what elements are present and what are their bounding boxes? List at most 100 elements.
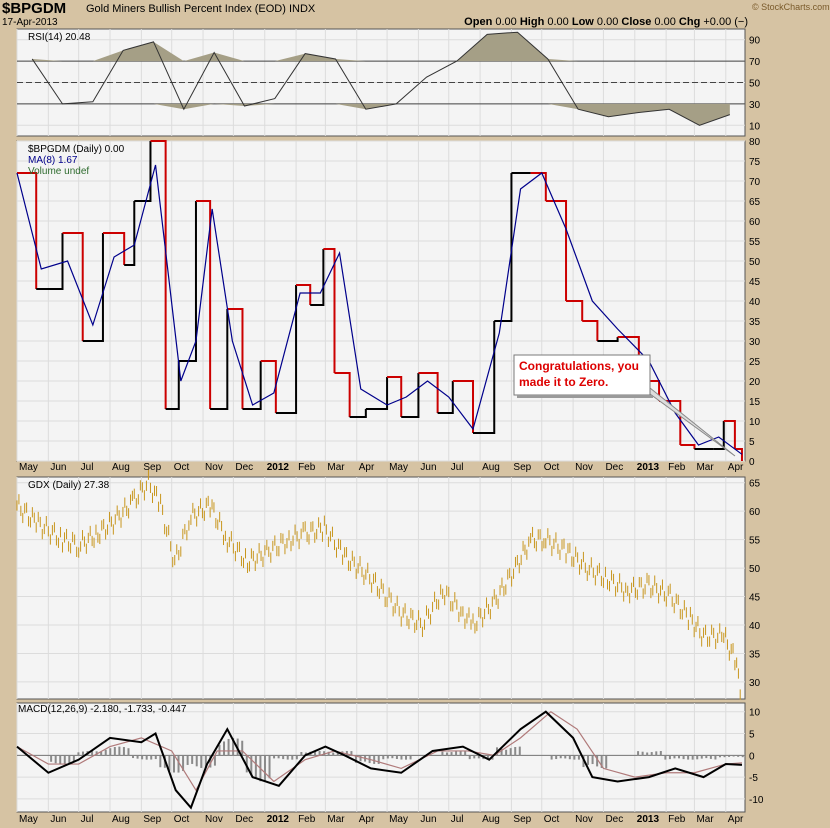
macd-legend: MACD(12,26,9) -2.180, -1.733, -0.447 (18, 704, 187, 715)
x-tick-label: Jun (420, 462, 436, 473)
x-tick-label: Dec (235, 814, 253, 825)
bpgdm-segment (150, 140, 167, 409)
x-tick-label: Aug (112, 462, 130, 473)
index-name: Gold Miners Bullish Percent Index (EOD) (86, 3, 286, 15)
y-tick-label: 70 (749, 57, 761, 68)
rsi-oversold-fill (32, 103, 730, 126)
bpgdm-segment (334, 372, 351, 417)
bpgdm-segment (124, 201, 136, 266)
y-tick-label: 35 (749, 317, 761, 328)
x-tick-label: Jul (451, 814, 464, 825)
rsi-overbought-fill (32, 32, 730, 62)
y-tick-label: 90 (749, 36, 761, 47)
x-tick-label: Feb (668, 814, 686, 825)
bpgdm-segment (418, 372, 439, 413)
x-tick-label: 2012 (267, 462, 290, 473)
y-tick-label: 5 (749, 437, 755, 448)
volume-legend: Volume undef (28, 166, 89, 177)
bpgdm-segment (349, 409, 367, 418)
y-tick-label: 25 (749, 357, 761, 368)
marks-layer (16, 31, 745, 810)
y-tick-label: 45 (749, 277, 761, 288)
bpgdm-segment (437, 381, 454, 414)
x-tick-label: Sep (143, 814, 161, 825)
x-tick-label: Apr (359, 814, 375, 825)
x-tick-label: Jul (451, 462, 464, 473)
bpgdm-segment (582, 320, 599, 341)
y-tick-label: 50 (749, 564, 761, 575)
x-tick-label: 2013 (637, 462, 660, 473)
bpgdm-segment (62, 232, 84, 341)
macd-line (16, 710, 743, 810)
copyright-label: © StockCharts.com (752, 2, 830, 12)
y-tick-label: 30 (749, 337, 761, 348)
low-label: Low (571, 16, 594, 28)
panel-bg (16, 702, 746, 813)
annotation-line-2: made it to Zero. (519, 375, 608, 389)
x-tick-label: May (389, 814, 408, 825)
x-tick-label: 2012 (267, 814, 290, 825)
ohlc-readout: Open 0.00 High 0.00 Low 0.00 Close 0.00 … (464, 16, 748, 28)
y-tick-label: 55 (749, 536, 761, 547)
bpgdm-segment (242, 361, 262, 410)
x-tick-label: Feb (298, 462, 316, 473)
y-tick-label: 5 (749, 730, 755, 741)
y-tick-label: 80 (749, 137, 761, 148)
y-tick-label: -5 (749, 773, 758, 784)
bpgdm-segment (178, 201, 197, 362)
bpgdm-segment (195, 200, 212, 409)
bpgdm-segment (680, 444, 696, 449)
x-tick-label: Jun (50, 462, 66, 473)
symbol-title: $BPGDM (2, 0, 67, 17)
y-tick-label: 10 (749, 708, 761, 719)
bpgdm-segment (530, 172, 547, 201)
y-tick-label: 65 (749, 479, 761, 490)
y-tick-label: 15 (749, 397, 761, 408)
bpgdm-segment (210, 309, 229, 410)
x-tick-label: Aug (482, 814, 500, 825)
x-tick-label: Mar (696, 462, 714, 473)
x-tick-label: Sep (513, 462, 531, 473)
low-value: 0.00 (596, 16, 619, 28)
y-tick-label: 35 (749, 649, 761, 660)
open-label: Open (464, 16, 493, 28)
x-tick-label: Jun (50, 814, 66, 825)
bpgdm-segment (260, 360, 277, 413)
x-tick-label: Apr (728, 462, 744, 473)
y-tick-label: 50 (749, 79, 761, 90)
y-tick-label: 10 (749, 121, 761, 132)
chg-label: Chg (678, 16, 701, 28)
ma-line (16, 164, 743, 455)
bpgdm-segment (102, 232, 126, 265)
x-tick-label: Feb (298, 814, 316, 825)
annotation-box (513, 354, 651, 396)
x-tick-label: Oct (174, 814, 190, 825)
y-tick-label: 70 (749, 177, 761, 188)
high-value: 0.00 (547, 16, 569, 28)
annotation-shadow (517, 395, 653, 398)
y-tick-label: 75 (749, 157, 761, 168)
y-tick-label: 50 (749, 257, 761, 268)
bpgdm-legend: $BPGDM (Daily) 0.00 (28, 144, 125, 155)
ma-legend: MA(8) 1.67 (28, 155, 78, 166)
x-tick-label: Nov (575, 462, 593, 473)
x-tick-label: Sep (143, 462, 161, 473)
bpgdm-segment (545, 200, 568, 301)
x-tick-label: Oct (544, 814, 560, 825)
y-tick-label: -10 (749, 795, 764, 806)
y-tick-label: 0 (749, 457, 755, 468)
x-tick-label: Dec (605, 462, 623, 473)
annotation-line-1: Congratulations, you (519, 359, 639, 373)
y-tick-label: 40 (749, 621, 761, 632)
chart-date: 17-Apr-2013 (2, 17, 58, 28)
labels-layer: 1030507090051015202530354045505560657075… (19, 36, 764, 825)
bpgdm-segment (365, 377, 389, 410)
bpgdm-segment (713, 421, 725, 450)
x-tick-label: Dec (235, 462, 253, 473)
x-tick-label: May (19, 814, 38, 825)
x-tick-label: Mar (327, 814, 345, 825)
bpgdm-segment (494, 173, 513, 322)
bpgdm-segment (36, 233, 64, 290)
x-tick-label: Jun (420, 814, 436, 825)
